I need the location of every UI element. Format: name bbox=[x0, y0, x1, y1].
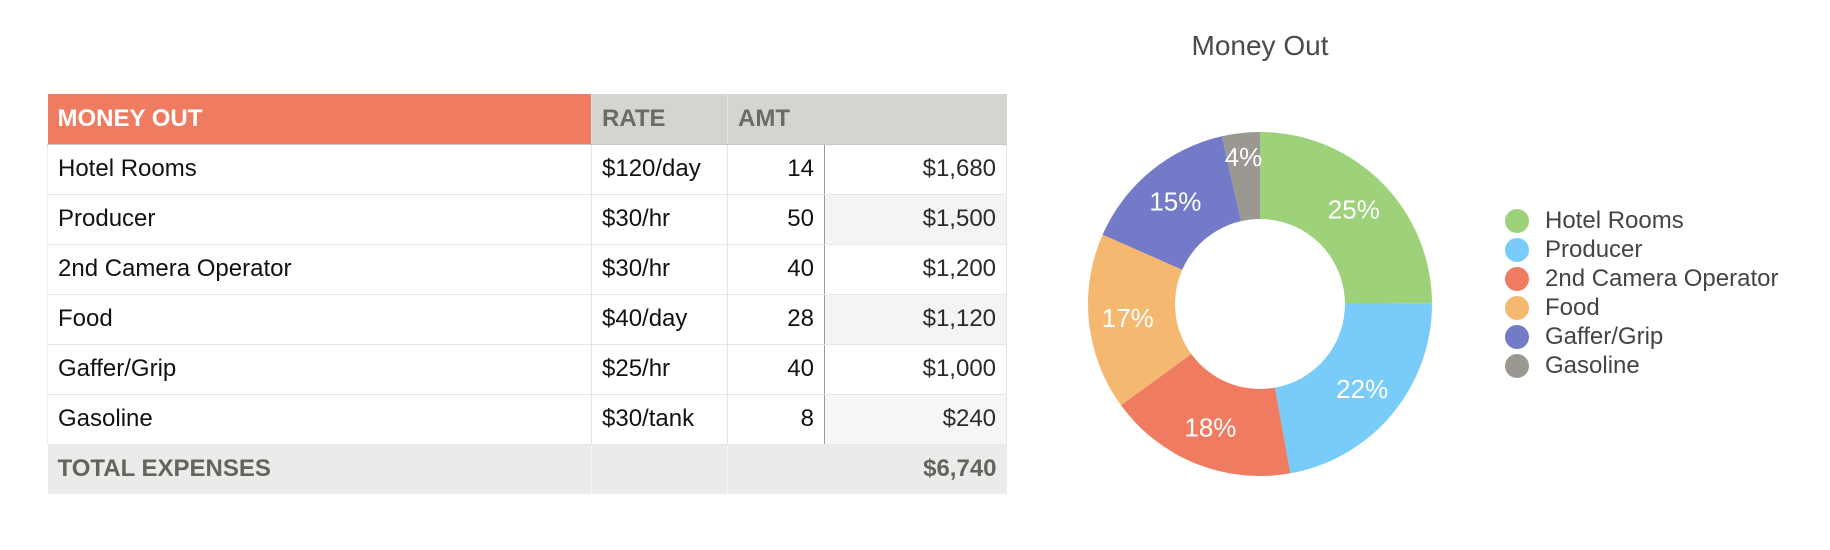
legend-swatch bbox=[1505, 266, 1529, 291]
row-name-cell[interactable]: Food bbox=[47, 294, 592, 345]
total-empty-cell[interactable] bbox=[591, 444, 728, 494]
slice-percent-label: 25% bbox=[1328, 195, 1380, 225]
row-amount-cell[interactable]: $1,000 bbox=[824, 344, 1008, 395]
row-name-cell[interactable]: Producer bbox=[47, 194, 592, 245]
pie-slice-food[interactable] bbox=[1088, 234, 1192, 406]
donut-chart: 25% 22% 18% 17% 15% 4% bbox=[1088, 132, 1432, 476]
total-expenses-label[interactable]: TOTAL EXPENSES bbox=[47, 444, 592, 494]
row-rate-cell[interactable]: $30/hr bbox=[591, 194, 728, 245]
slice-percent-label: 4% bbox=[1225, 142, 1263, 172]
table-row: Food $40/day 28 $1,120 bbox=[47, 294, 1008, 345]
legend-item-2nd-camera-operator[interactable]: 2nd Camera Operator bbox=[1505, 264, 1778, 293]
row-quantity-cell[interactable]: 28 bbox=[727, 294, 825, 345]
pie-slice-hotel-rooms[interactable] bbox=[1260, 132, 1432, 304]
legend-item-hotel-rooms[interactable]: Hotel Rooms bbox=[1505, 206, 1778, 235]
legend-label: Gasoline bbox=[1545, 351, 1640, 379]
legend-item-producer[interactable]: Producer bbox=[1505, 235, 1778, 264]
slice-percent-label: 15% bbox=[1149, 186, 1201, 216]
row-quantity-cell[interactable]: 40 bbox=[727, 344, 825, 395]
row-rate-cell[interactable]: $120/day bbox=[591, 144, 728, 195]
slice-percent-label: 22% bbox=[1336, 374, 1388, 404]
legend-swatch bbox=[1505, 295, 1529, 320]
row-quantity-cell[interactable]: 40 bbox=[727, 244, 825, 295]
pie-slice-gasoline[interactable] bbox=[1221, 132, 1260, 222]
legend-label: 2nd Camera Operator bbox=[1545, 264, 1779, 292]
row-rate-cell[interactable]: $30/hr bbox=[591, 244, 728, 295]
money-out-table[interactable]: MONEY OUT RATE AMT Hotel Rooms $120/day 14… bbox=[47, 94, 1008, 494]
row-rate-cell[interactable]: $25/hr bbox=[591, 344, 728, 395]
row-amount-cell[interactable]: $1,120 bbox=[824, 294, 1008, 345]
legend-swatch bbox=[1505, 237, 1529, 262]
pie-slice-gaffer-grip[interactable] bbox=[1102, 136, 1242, 270]
table-row: Gaffer/Grip $25/hr 40 $1,000 bbox=[47, 344, 1008, 395]
header-money-out[interactable]: MONEY OUT bbox=[47, 94, 592, 145]
legend-label: Hotel Rooms bbox=[1545, 206, 1684, 234]
row-amount-cell[interactable]: $1,200 bbox=[824, 244, 1008, 295]
pie-slice-producer[interactable] bbox=[1274, 303, 1432, 474]
table-row: Producer $30/hr 50 $1,500 bbox=[47, 194, 1008, 245]
legend-label: Producer bbox=[1545, 235, 1643, 263]
legend-swatch bbox=[1505, 353, 1529, 378]
row-name-cell[interactable]: Hotel Rooms bbox=[47, 144, 592, 195]
row-name-cell[interactable]: 2nd Camera Operator bbox=[47, 244, 592, 295]
row-name-cell[interactable]: Gaffer/Grip bbox=[47, 344, 592, 395]
legend-swatch bbox=[1505, 324, 1529, 349]
legend-item-food[interactable]: Food bbox=[1505, 293, 1778, 322]
legend-item-gasoline[interactable]: Gasoline bbox=[1505, 351, 1778, 380]
legend-label: Food bbox=[1545, 293, 1600, 321]
total-expenses-value[interactable]: $6,740 bbox=[726, 444, 1007, 494]
row-rate-cell[interactable]: $30/tank bbox=[591, 394, 728, 445]
table-row: Hotel Rooms $120/day 14 $1,680 bbox=[47, 144, 1008, 195]
row-amount-cell[interactable]: $240 bbox=[824, 394, 1008, 445]
row-amount-cell[interactable]: $1,500 bbox=[824, 194, 1008, 245]
row-quantity-cell[interactable]: 50 bbox=[727, 194, 825, 245]
slice-percent-label: 17% bbox=[1102, 303, 1154, 333]
chart-legend: Hotel Rooms Producer 2nd Camera Operator Fo… bbox=[1505, 206, 1778, 380]
slice-percent-label: 18% bbox=[1184, 412, 1236, 442]
legend-label: Gaffer/Grip bbox=[1545, 322, 1664, 350]
header-rate[interactable]: RATE bbox=[591, 94, 728, 145]
row-name-cell[interactable]: Gasoline bbox=[47, 394, 592, 445]
pie-slice-2nd-camera-operator[interactable] bbox=[1120, 354, 1291, 476]
row-quantity-cell[interactable]: 14 bbox=[727, 144, 825, 195]
table-row: 2nd Camera Operator $30/hr 40 $1,200 bbox=[47, 244, 1008, 295]
header-amt[interactable]: AMT bbox=[726, 94, 1007, 145]
legend-swatch bbox=[1505, 208, 1529, 233]
row-rate-cell[interactable]: $40/day bbox=[591, 294, 728, 345]
legend-item-gaffer-grip[interactable]: Gaffer/Grip bbox=[1505, 322, 1778, 351]
row-amount-cell[interactable]: $1,680 bbox=[824, 144, 1008, 195]
row-quantity-cell[interactable]: 8 bbox=[727, 394, 825, 445]
table-row: Gasoline $30/tank 8 $240 bbox=[47, 394, 1008, 445]
table-header-row: MONEY OUT RATE AMT bbox=[47, 94, 1007, 145]
chart-title: Money Out bbox=[1191, 30, 1329, 61]
total-row: TOTAL EXPENSES $6,740 bbox=[47, 444, 1007, 494]
